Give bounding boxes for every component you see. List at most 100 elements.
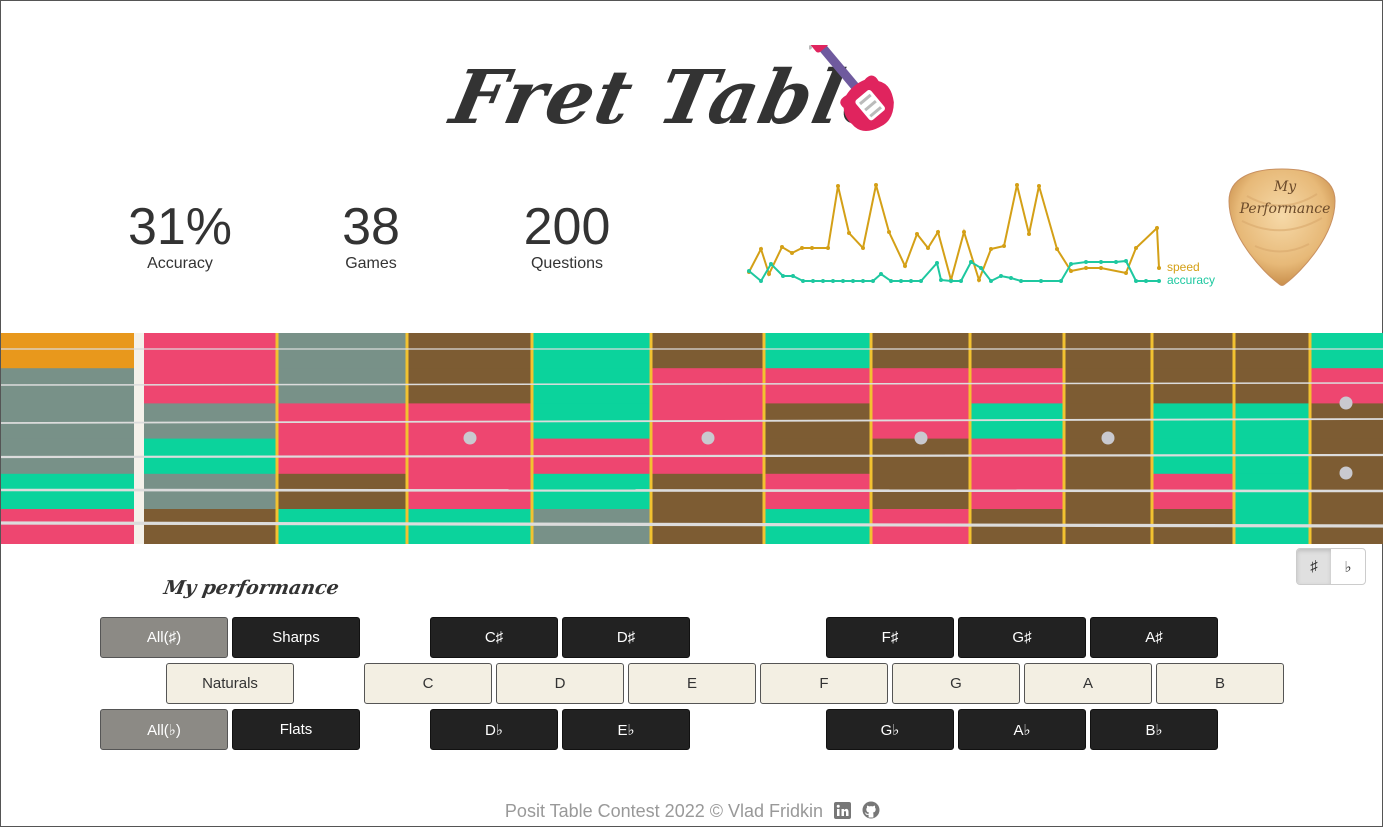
flats-button[interactable]: Flats bbox=[232, 709, 360, 750]
fret-cell[interactable] bbox=[407, 509, 532, 544]
accuracy-point bbox=[959, 279, 963, 283]
accuracy-point bbox=[1019, 279, 1023, 283]
speed-point bbox=[1002, 244, 1006, 248]
fret-cell[interactable] bbox=[277, 368, 407, 404]
fret-cell[interactable] bbox=[1064, 368, 1152, 404]
fret-cell[interactable] bbox=[1, 368, 134, 404]
questions-label: Questions bbox=[530, 255, 604, 272]
fret-cell[interactable] bbox=[764, 509, 871, 544]
accuracy-point bbox=[1059, 279, 1063, 283]
fret-cell[interactable] bbox=[651, 333, 764, 369]
fret-cell[interactable] bbox=[144, 333, 277, 369]
fret-cell[interactable] bbox=[871, 368, 970, 404]
accuracy-point bbox=[935, 261, 939, 265]
sharps-button[interactable]: Sharps bbox=[232, 617, 360, 658]
fret-inlay-marker bbox=[1339, 396, 1353, 410]
note-button-a[interactable]: A bbox=[1024, 663, 1152, 704]
note-button-c[interactable]: C bbox=[364, 663, 492, 704]
fret-cell[interactable] bbox=[407, 368, 532, 404]
note-button-g[interactable]: G bbox=[892, 663, 1020, 704]
note-button-e-flat[interactable]: E♭ bbox=[562, 709, 690, 750]
fret-cell[interactable] bbox=[1152, 403, 1234, 440]
pick-label[interactable]: My Performance bbox=[1233, 176, 1337, 220]
fret-wire bbox=[1232, 333, 1236, 544]
all-sharps-button[interactable]: All(♯) bbox=[100, 617, 228, 658]
fret-cell[interactable] bbox=[1234, 438, 1310, 475]
fret-cell[interactable] bbox=[1234, 368, 1310, 404]
note-button-a-flat[interactable]: A♭ bbox=[958, 709, 1086, 750]
fret-cell[interactable] bbox=[277, 473, 407, 510]
fretboard-heatmap[interactable] bbox=[1, 333, 1383, 544]
guitar-pick-icon[interactable] bbox=[1227, 166, 1337, 288]
accuracy-point bbox=[781, 274, 785, 278]
fret-cell[interactable] bbox=[970, 403, 1064, 440]
fret-cell[interactable] bbox=[1152, 333, 1234, 369]
sharp-toggle-button[interactable]: ♯ bbox=[1297, 549, 1331, 584]
speed-point bbox=[1134, 246, 1138, 250]
note-button-d-sharp[interactable]: D♯ bbox=[562, 617, 690, 658]
fret-cell[interactable] bbox=[144, 509, 277, 544]
note-button-b-flat[interactable]: B♭ bbox=[1090, 709, 1218, 750]
note-button-f-sharp[interactable]: F♯ bbox=[826, 617, 954, 658]
fret-cell[interactable] bbox=[277, 509, 407, 544]
games-stat: 38 Games bbox=[331, 201, 411, 273]
note-button-g-flat[interactable]: G♭ bbox=[826, 709, 954, 750]
accuracy-point bbox=[759, 279, 763, 283]
fret-cell[interactable] bbox=[144, 368, 277, 404]
fret-cell[interactable] bbox=[764, 368, 871, 404]
fret-cell[interactable] bbox=[1, 403, 134, 440]
accuracy-point bbox=[1114, 260, 1118, 264]
fret-cell[interactable] bbox=[532, 333, 651, 369]
github-icon[interactable] bbox=[862, 801, 880, 819]
fret-inlay-marker bbox=[1101, 431, 1115, 445]
note-button-a-sharp[interactable]: A♯ bbox=[1090, 617, 1218, 658]
questions-value: 200 bbox=[523, 198, 611, 256]
note-button-f[interactable]: F bbox=[760, 663, 888, 704]
note-button-b[interactable]: B bbox=[1156, 663, 1284, 704]
fret-wire bbox=[968, 333, 972, 544]
fret-cell[interactable] bbox=[1152, 368, 1234, 404]
accuracy-point bbox=[851, 279, 855, 283]
fret-cell[interactable] bbox=[1064, 333, 1152, 369]
footer: Posit Table Contest 2022 © Vlad Fridkin bbox=[1, 801, 1383, 822]
fret-cell[interactable] bbox=[871, 333, 970, 369]
fret-cell[interactable] bbox=[1234, 333, 1310, 369]
fret-cell[interactable] bbox=[1, 509, 134, 544]
fret-cell[interactable] bbox=[651, 368, 764, 404]
flat-toggle-button[interactable]: ♭ bbox=[1344, 558, 1352, 576]
fret-cell[interactable] bbox=[532, 509, 651, 544]
fret-cell[interactable] bbox=[1, 473, 134, 510]
speed-accuracy-sparkline bbox=[747, 183, 1161, 284]
pick-label-line1: My bbox=[1273, 179, 1297, 195]
speed-point bbox=[887, 230, 891, 234]
note-button-d-flat[interactable]: D♭ bbox=[430, 709, 558, 750]
fret-cell[interactable] bbox=[144, 403, 277, 440]
speed-point bbox=[767, 272, 771, 276]
fret-cell[interactable] bbox=[407, 333, 532, 369]
accuracy-point bbox=[879, 272, 883, 276]
fret-cell[interactable] bbox=[970, 333, 1064, 369]
guitar-string bbox=[1, 453, 1383, 459]
fret-cell[interactable] bbox=[764, 333, 871, 369]
fret-cell[interactable] bbox=[144, 473, 277, 510]
fret-cell[interactable] bbox=[651, 509, 764, 544]
fret-cell[interactable] bbox=[277, 333, 407, 369]
fret-inlay-marker bbox=[1339, 466, 1353, 480]
note-button-g-sharp[interactable]: G♯ bbox=[958, 617, 1086, 658]
naturals-button[interactable]: Naturals bbox=[166, 663, 294, 704]
all-flats-button[interactable]: All(♭) bbox=[100, 709, 228, 750]
speed-point bbox=[977, 278, 981, 282]
fret-cell[interactable] bbox=[1152, 438, 1234, 475]
linkedin-icon[interactable] bbox=[834, 802, 852, 819]
note-button-d[interactable]: D bbox=[496, 663, 624, 704]
fret-cell[interactable] bbox=[532, 368, 651, 404]
fret-cell[interactable] bbox=[970, 368, 1064, 404]
fret-cell[interactable] bbox=[1, 333, 134, 369]
accuracy-point bbox=[1124, 259, 1128, 263]
fret-cell[interactable] bbox=[1310, 333, 1383, 369]
fret-cell[interactable] bbox=[1234, 403, 1310, 440]
note-button-c-sharp[interactable]: C♯ bbox=[430, 617, 558, 658]
speed-point bbox=[810, 246, 814, 250]
note-button-e[interactable]: E bbox=[628, 663, 756, 704]
accidental-toggle[interactable]: ♯ ♭ bbox=[1296, 548, 1366, 585]
